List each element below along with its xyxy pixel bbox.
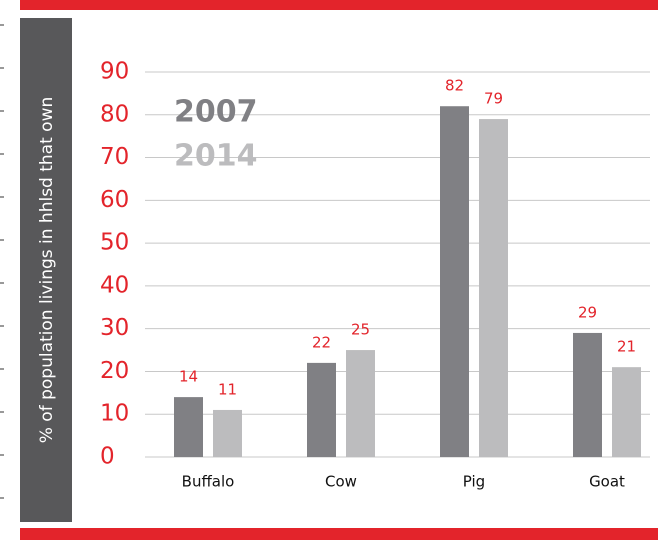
x-tick-label: Goat — [589, 473, 625, 491]
legend-label: 2007 — [174, 95, 258, 130]
value-label: 82 — [445, 77, 464, 95]
y-tick-label: 0 — [100, 444, 115, 470]
y-tick-label: 40 — [100, 272, 129, 298]
edge-dash — [0, 24, 4, 26]
value-label: 22 — [312, 333, 331, 351]
bottom-band — [20, 528, 658, 540]
y-tick-label: 60 — [100, 187, 129, 213]
edge-dash — [0, 411, 4, 413]
value-label: 11 — [218, 380, 237, 398]
bar — [479, 119, 508, 458]
x-tick-label: Buffalo — [182, 473, 235, 491]
edge-dash — [0, 239, 4, 241]
y-tick-label: 50 — [100, 230, 129, 256]
value-label: 79 — [484, 90, 503, 108]
edge-dash — [0, 497, 4, 499]
edge-dash — [0, 282, 4, 284]
edge-dash — [0, 67, 4, 69]
edge-dash — [0, 153, 4, 155]
y-axis-label: % of population livings in hhlsd that ow… — [37, 97, 57, 444]
y-tick-label: 80 — [100, 101, 129, 127]
value-label: 21 — [617, 338, 636, 356]
y-tick-label: 90 — [100, 59, 129, 85]
y-tick-label: 10 — [100, 401, 129, 427]
top-band — [20, 0, 658, 10]
bar — [213, 409, 242, 457]
value-label: 29 — [578, 303, 597, 321]
bar — [573, 332, 602, 457]
edge-dash — [0, 368, 4, 370]
edge-dash — [0, 325, 4, 327]
x-tick-label: Pig — [463, 473, 485, 491]
bar — [307, 362, 336, 457]
edge-dash — [0, 110, 4, 112]
bar — [174, 397, 203, 457]
edge-dash — [0, 196, 4, 198]
bar — [346, 350, 375, 457]
y-tick-label: 70 — [100, 144, 129, 170]
value-label: 14 — [179, 368, 198, 386]
y-tick-label: 20 — [100, 358, 129, 384]
x-tick-label: Cow — [325, 473, 357, 491]
edge-dash — [0, 454, 4, 456]
legend-label: 2014 — [174, 139, 258, 174]
bar — [440, 106, 469, 457]
y-tick-label: 30 — [100, 315, 129, 341]
bar — [612, 367, 641, 457]
value-label: 25 — [351, 321, 370, 339]
y-label-panel — [20, 18, 72, 522]
